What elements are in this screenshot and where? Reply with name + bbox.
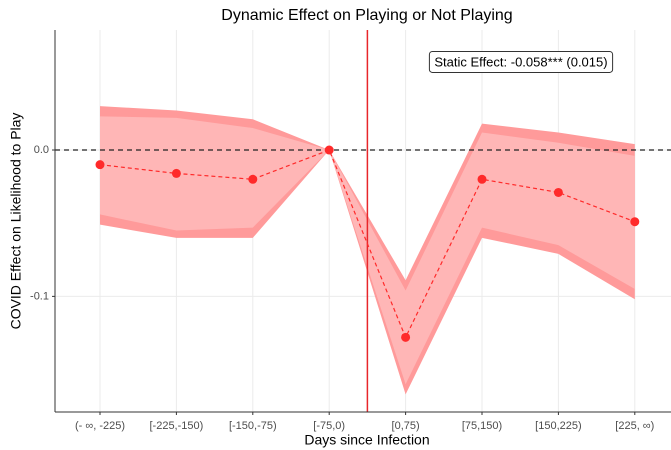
x-tick-label: [150,225) bbox=[535, 420, 581, 432]
effect-point bbox=[477, 174, 487, 184]
x-tick-label: [75,150) bbox=[462, 420, 502, 432]
y-tick-label: 0.0 bbox=[34, 144, 49, 156]
effect-point bbox=[171, 168, 181, 178]
chart-title: Dynamic Effect on Playing or Not Playing bbox=[221, 7, 512, 24]
plot-area: 0.0 -0.1 (- ∞, -225) [-225,-150) [-150,-75) [… bbox=[30, 30, 671, 432]
annotation-box bbox=[428, 50, 614, 73]
x-axis-title: Days since Infection bbox=[304, 432, 429, 448]
x-tick-label: [0,75) bbox=[392, 420, 420, 432]
x-tick-label: (- ∞, -225) bbox=[75, 420, 125, 432]
y-axis-title: COVID Effect on Likelihood to Play bbox=[8, 113, 24, 330]
x-tick-label: [-75,0) bbox=[313, 420, 345, 432]
annotation: Static Effect: -0.058*** (0.015) bbox=[434, 54, 607, 69]
effect-line bbox=[99, 149, 636, 339]
x-tick-label: [-225,-150) bbox=[149, 420, 203, 432]
effect-point bbox=[95, 160, 105, 170]
effect-point bbox=[401, 332, 411, 342]
x-tick-label: [-150,-75) bbox=[229, 420, 277, 432]
y-tick-label: -0.1 bbox=[30, 290, 49, 302]
x-tick-label: [225, ∞) bbox=[615, 420, 654, 432]
effect-point bbox=[553, 187, 563, 197]
effect-point bbox=[324, 145, 334, 155]
effect-point bbox=[630, 217, 640, 227]
effect-point bbox=[248, 174, 258, 184]
